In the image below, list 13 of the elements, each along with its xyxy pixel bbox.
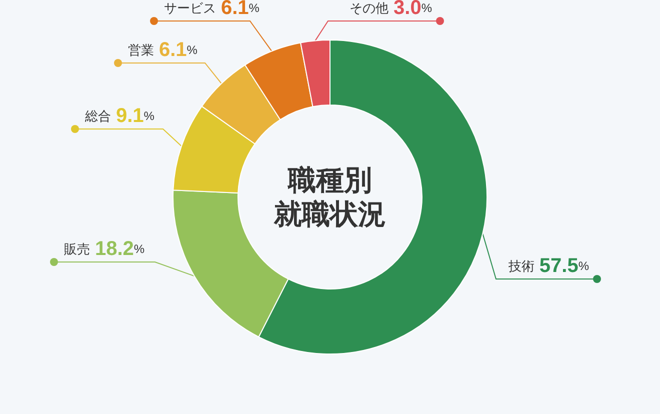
data-label: 9.1% <box>116 105 155 127</box>
slice-label: 営業 <box>128 42 154 58</box>
data-label: 6.1% <box>159 39 198 61</box>
slice-label: その他 <box>350 0 389 16</box>
slice-label: 技術 <box>507 258 534 274</box>
text: 職種別就職状況 <box>273 164 386 230</box>
data-label: 18.2% <box>95 238 145 260</box>
slice-label: 総合 <box>84 108 111 124</box>
data-label: 3.0% <box>394 0 432 19</box>
data-label: 57.5% <box>539 255 590 277</box>
slice-label: サービス <box>164 0 216 16</box>
data-label: 6.1% <box>221 0 260 19</box>
slice-label: 販売 <box>64 242 90 256</box>
